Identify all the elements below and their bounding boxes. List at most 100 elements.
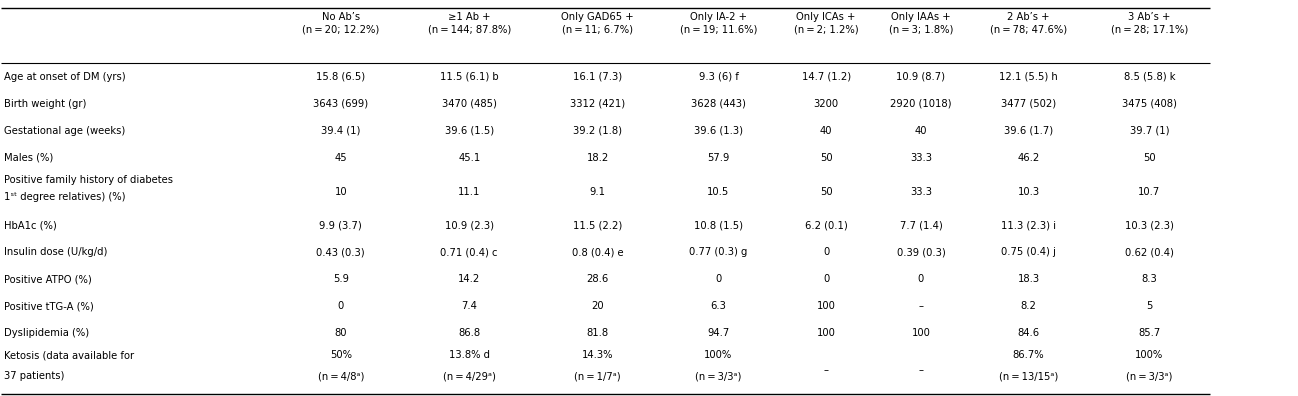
Text: 18.2: 18.2 bbox=[587, 153, 609, 163]
Text: (n = 4/8ᵃ): (n = 4/8ᵃ) bbox=[318, 371, 363, 381]
Text: 14.2: 14.2 bbox=[458, 274, 480, 284]
Text: Insulin dose (U/kg/d): Insulin dose (U/kg/d) bbox=[4, 247, 108, 257]
Text: 80: 80 bbox=[335, 328, 347, 338]
Text: 0.39 (0.3): 0.39 (0.3) bbox=[897, 247, 945, 257]
Text: (n = 3/3ᵃ): (n = 3/3ᵃ) bbox=[696, 371, 741, 381]
Text: 0: 0 bbox=[823, 247, 829, 257]
Text: 6.3: 6.3 bbox=[710, 301, 727, 311]
Text: 14.3%: 14.3% bbox=[582, 350, 614, 360]
Text: 3475 (408): 3475 (408) bbox=[1121, 99, 1177, 109]
Text: 7.4: 7.4 bbox=[461, 301, 478, 311]
Text: 0: 0 bbox=[337, 301, 344, 311]
Text: 1ˢᵗ degree relatives) (%): 1ˢᵗ degree relatives) (%) bbox=[4, 192, 126, 202]
Text: 10.3 (2.3): 10.3 (2.3) bbox=[1125, 220, 1173, 230]
Text: 0.71 (0.4) c: 0.71 (0.4) c bbox=[440, 247, 498, 257]
Text: 3 Ab’s +
(n = 28; 17.1%): 3 Ab’s + (n = 28; 17.1%) bbox=[1111, 12, 1188, 34]
Text: 46.2: 46.2 bbox=[1018, 153, 1040, 163]
Text: 33.3: 33.3 bbox=[910, 187, 932, 196]
Text: 3643 (699): 3643 (699) bbox=[313, 99, 369, 109]
Text: Only GAD65 +
(n = 11; 6.7%): Only GAD65 + (n = 11; 6.7%) bbox=[562, 12, 633, 34]
Text: 100%: 100% bbox=[705, 350, 732, 360]
Text: 9.3 (6) f: 9.3 (6) f bbox=[698, 72, 739, 82]
Text: 100: 100 bbox=[816, 301, 836, 311]
Text: 86.7%: 86.7% bbox=[1012, 350, 1045, 360]
Text: 0.8 (0.4) e: 0.8 (0.4) e bbox=[572, 247, 623, 257]
Text: 45: 45 bbox=[335, 153, 347, 163]
Text: 3200: 3200 bbox=[814, 99, 839, 109]
Text: 39.2 (1.8): 39.2 (1.8) bbox=[574, 126, 622, 136]
Text: Dyslipidemia (%): Dyslipidemia (%) bbox=[4, 328, 90, 338]
Text: Gestational age (weeks): Gestational age (weeks) bbox=[4, 126, 125, 136]
Text: 100: 100 bbox=[911, 328, 931, 338]
Text: ≥1 Ab +
(n = 144; 87.8%): ≥1 Ab + (n = 144; 87.8%) bbox=[427, 12, 511, 34]
Text: 50: 50 bbox=[1144, 153, 1155, 163]
Text: 9.1: 9.1 bbox=[589, 187, 606, 196]
Text: –: – bbox=[824, 365, 828, 375]
Text: 12.1 (5.5) h: 12.1 (5.5) h bbox=[999, 72, 1058, 82]
Text: 10.7: 10.7 bbox=[1138, 187, 1160, 196]
Text: 50: 50 bbox=[820, 187, 832, 196]
Text: 11.5 (2.2): 11.5 (2.2) bbox=[574, 220, 622, 230]
Text: 8.2: 8.2 bbox=[1020, 301, 1037, 311]
Text: 100: 100 bbox=[816, 328, 836, 338]
Text: 3312 (421): 3312 (421) bbox=[570, 99, 626, 109]
Text: 8.3: 8.3 bbox=[1141, 274, 1158, 284]
Text: (n = 4/29ᵃ): (n = 4/29ᵃ) bbox=[443, 371, 496, 381]
Text: 14.7 (1.2): 14.7 (1.2) bbox=[802, 72, 850, 82]
Text: 50: 50 bbox=[820, 153, 832, 163]
Text: 10.3: 10.3 bbox=[1018, 187, 1040, 196]
Text: 39.6 (1.5): 39.6 (1.5) bbox=[445, 126, 493, 136]
Text: 85.7: 85.7 bbox=[1138, 328, 1160, 338]
Text: 39.7 (1): 39.7 (1) bbox=[1129, 126, 1169, 136]
Text: –: – bbox=[919, 365, 923, 375]
Text: 86.8: 86.8 bbox=[458, 328, 480, 338]
Text: Males (%): Males (%) bbox=[4, 153, 53, 163]
Text: 0.43 (0.3): 0.43 (0.3) bbox=[317, 247, 365, 257]
Text: 7.7 (1.4): 7.7 (1.4) bbox=[900, 220, 942, 230]
Text: 10.9 (8.7): 10.9 (8.7) bbox=[897, 72, 945, 82]
Text: 37 patients): 37 patients) bbox=[4, 371, 65, 381]
Text: 84.6: 84.6 bbox=[1018, 328, 1040, 338]
Text: Only IA-2 +
(n = 19; 11.6%): Only IA-2 + (n = 19; 11.6%) bbox=[680, 12, 757, 34]
Text: 8.5 (5.8) k: 8.5 (5.8) k bbox=[1124, 72, 1175, 82]
Text: Ketosis (data available for: Ketosis (data available for bbox=[4, 350, 134, 360]
Text: 10.5: 10.5 bbox=[707, 187, 729, 196]
Text: 94.7: 94.7 bbox=[707, 328, 729, 338]
Text: Positive tTG-A (%): Positive tTG-A (%) bbox=[4, 301, 93, 311]
Text: 0.77 (0.3) g: 0.77 (0.3) g bbox=[689, 247, 748, 257]
Text: 2 Ab’s +
(n = 78; 47.6%): 2 Ab’s + (n = 78; 47.6%) bbox=[990, 12, 1067, 34]
Text: 40: 40 bbox=[820, 126, 832, 136]
Text: –: – bbox=[919, 301, 923, 311]
Text: 3628 (443): 3628 (443) bbox=[691, 99, 746, 109]
Text: Positive ATPO (%): Positive ATPO (%) bbox=[4, 274, 92, 284]
Text: 81.8: 81.8 bbox=[587, 328, 609, 338]
Text: 5.9: 5.9 bbox=[332, 274, 349, 284]
Text: 0.75 (0.4) j: 0.75 (0.4) j bbox=[1001, 247, 1057, 257]
Text: Only ICAs +
(n = 2; 1.2%): Only ICAs + (n = 2; 1.2%) bbox=[794, 12, 858, 34]
Text: Birth weight (gr): Birth weight (gr) bbox=[4, 99, 86, 109]
Text: 28.6: 28.6 bbox=[587, 274, 609, 284]
Text: Positive family history of diabetes: Positive family history of diabetes bbox=[4, 175, 173, 185]
Text: 5: 5 bbox=[1146, 301, 1153, 311]
Text: 0: 0 bbox=[715, 274, 722, 284]
Text: 39.6 (1.7): 39.6 (1.7) bbox=[1005, 126, 1053, 136]
Text: 57.9: 57.9 bbox=[707, 153, 729, 163]
Text: 15.8 (6.5): 15.8 (6.5) bbox=[317, 72, 365, 82]
Text: 9.9 (3.7): 9.9 (3.7) bbox=[319, 220, 362, 230]
Text: (n = 13/15ᵃ): (n = 13/15ᵃ) bbox=[999, 371, 1058, 381]
Text: 0: 0 bbox=[918, 274, 924, 284]
Text: 10.8 (1.5): 10.8 (1.5) bbox=[694, 220, 742, 230]
Text: 6.2 (0.1): 6.2 (0.1) bbox=[805, 220, 848, 230]
Text: 3477 (502): 3477 (502) bbox=[1001, 99, 1057, 109]
Text: 11.1: 11.1 bbox=[458, 187, 480, 196]
Text: 39.6 (1.3): 39.6 (1.3) bbox=[694, 126, 742, 136]
Text: 13.8% d: 13.8% d bbox=[449, 350, 489, 360]
Text: Age at onset of DM (yrs): Age at onset of DM (yrs) bbox=[4, 72, 126, 82]
Text: 50%: 50% bbox=[330, 350, 352, 360]
Text: 18.3: 18.3 bbox=[1018, 274, 1040, 284]
Text: (n = 3/3ᵃ): (n = 3/3ᵃ) bbox=[1127, 371, 1172, 381]
Text: 39.4 (1): 39.4 (1) bbox=[321, 126, 361, 136]
Text: Only IAAs +
(n = 3; 1.8%): Only IAAs + (n = 3; 1.8%) bbox=[889, 12, 953, 34]
Text: 40: 40 bbox=[915, 126, 927, 136]
Text: No Ab’s
(n = 20; 12.2%): No Ab’s (n = 20; 12.2%) bbox=[302, 12, 379, 34]
